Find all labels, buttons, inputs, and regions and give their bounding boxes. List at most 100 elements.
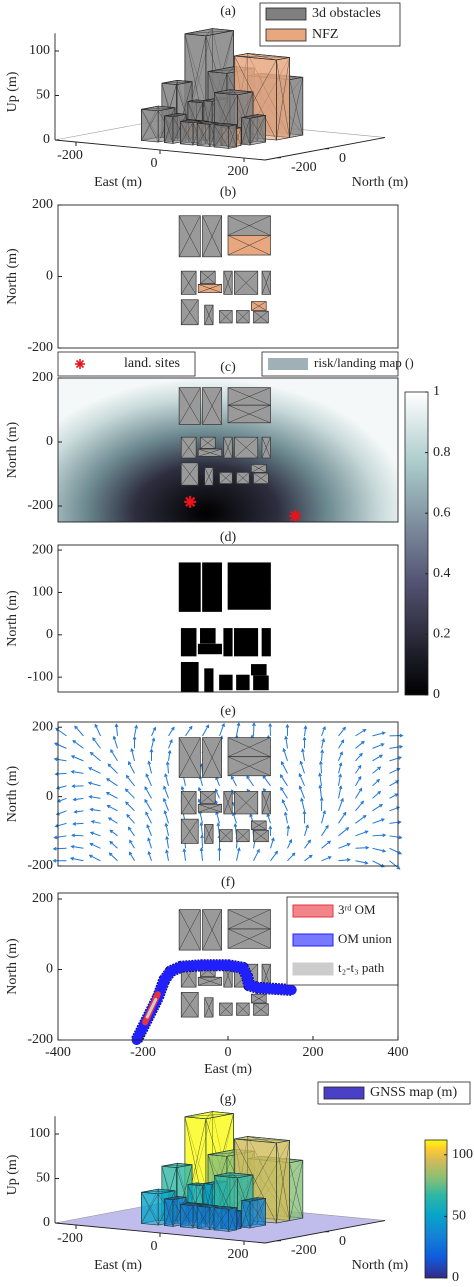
plot-frame <box>57 721 399 867</box>
x-tick-label: 400 <box>388 1045 409 1060</box>
arrow-head <box>298 785 303 790</box>
wind-arrow <box>232 812 237 824</box>
obstacle <box>236 829 250 843</box>
obstacle-footprint <box>227 562 271 587</box>
arrow-shaft <box>107 763 118 774</box>
arrow-shaft <box>321 825 329 837</box>
obstacle <box>197 284 222 293</box>
arrow-shaft <box>267 813 271 824</box>
obstacle-edge <box>227 756 271 777</box>
obstacle-edge <box>200 270 216 284</box>
obstacle <box>178 737 201 778</box>
obstacle <box>227 404 271 424</box>
arrow-head <box>126 813 130 818</box>
arrow-shaft <box>372 834 386 837</box>
arrow-shaft <box>54 835 67 839</box>
wind-arrow <box>165 835 169 849</box>
arrow-head <box>288 838 293 843</box>
wind-arrow <box>109 829 118 837</box>
obstacle <box>202 215 222 258</box>
arrow-shaft <box>131 748 135 761</box>
wind-arrow <box>283 811 288 824</box>
legend-swatch <box>292 962 334 976</box>
obstacle <box>241 1197 266 1229</box>
arrow-head <box>364 830 369 834</box>
x-tick-label: 0 <box>151 1239 158 1254</box>
arrow-head <box>340 797 344 802</box>
arrow-shaft <box>90 832 101 837</box>
wind-arrow <box>338 785 343 799</box>
obstacle-edge <box>181 299 199 325</box>
wind-arrow <box>72 821 84 826</box>
obstacle <box>200 628 216 644</box>
arrow-shaft <box>128 827 135 837</box>
arrow-head <box>301 748 305 753</box>
arrow-head <box>182 848 187 853</box>
wind-arrow <box>214 788 220 799</box>
arrow-shaft <box>55 822 67 827</box>
wind-arrow <box>320 749 325 761</box>
arrow-head <box>109 829 114 834</box>
obstacle <box>227 756 271 777</box>
arrow-shaft <box>304 839 311 849</box>
arrow-shaft <box>372 754 383 762</box>
arrow-head <box>281 799 286 804</box>
obstacle <box>200 791 216 804</box>
obstacle <box>234 436 259 459</box>
arrow-shaft <box>270 838 275 849</box>
obstacle-footprint <box>180 661 199 693</box>
wind-arrow <box>107 817 118 824</box>
obstacle-edge <box>249 1201 266 1226</box>
arrow-head <box>125 774 130 779</box>
wind-arrow <box>94 723 101 737</box>
arrow-shaft <box>89 854 101 862</box>
wind-arrow <box>202 724 209 737</box>
arrow-shaft <box>319 785 322 799</box>
wind-arrow <box>355 800 364 812</box>
arrow-shaft <box>71 755 84 762</box>
obstacle-edge <box>202 737 222 778</box>
obstacle-edge <box>228 1209 237 1230</box>
arrow-head <box>107 817 112 821</box>
obstacle-edge <box>181 819 199 844</box>
wind-arrow <box>284 735 288 749</box>
arrow-shaft <box>107 805 118 812</box>
legend-swatch <box>292 933 334 947</box>
obstacle-edge <box>188 1202 194 1206</box>
arrow-shaft <box>389 780 399 787</box>
wind-arrow <box>270 837 275 849</box>
wind-arrow <box>253 848 260 862</box>
arrow-head <box>221 722 225 727</box>
obstacle <box>219 472 233 484</box>
arrow-head <box>145 773 149 778</box>
wind-arrow <box>338 762 343 774</box>
wind-arrow <box>280 760 288 774</box>
arrow-shaft <box>270 851 278 862</box>
wind-arrow <box>355 787 363 799</box>
arrow-head <box>132 735 137 740</box>
wind-arrow <box>129 839 135 849</box>
wind-arrow <box>389 780 400 787</box>
arrow-shaft <box>166 836 169 849</box>
wind-arrow <box>319 760 323 774</box>
wind-arrow <box>301 748 305 761</box>
obstacle-edge <box>178 737 201 778</box>
obstacle-edge <box>234 791 258 815</box>
panel-label: (c) <box>220 360 236 375</box>
plot-frame <box>57 377 399 523</box>
obstacle <box>180 791 197 815</box>
obstacle-edge <box>251 993 267 1004</box>
obstacle-edge <box>253 310 269 324</box>
wind-arrow <box>168 726 175 737</box>
arrow-head <box>163 785 167 790</box>
obstacle-edge <box>181 992 199 1018</box>
arrow-shaft <box>201 835 203 849</box>
arrow-head <box>74 725 78 730</box>
arrow-shaft <box>125 788 135 799</box>
arrow-shaft <box>389 793 398 799</box>
wind-arrow <box>389 745 404 749</box>
obstacle <box>261 791 271 815</box>
obstacle-footprint <box>202 562 222 612</box>
obstacle-edge <box>204 305 214 325</box>
wind-arrow <box>389 860 401 870</box>
